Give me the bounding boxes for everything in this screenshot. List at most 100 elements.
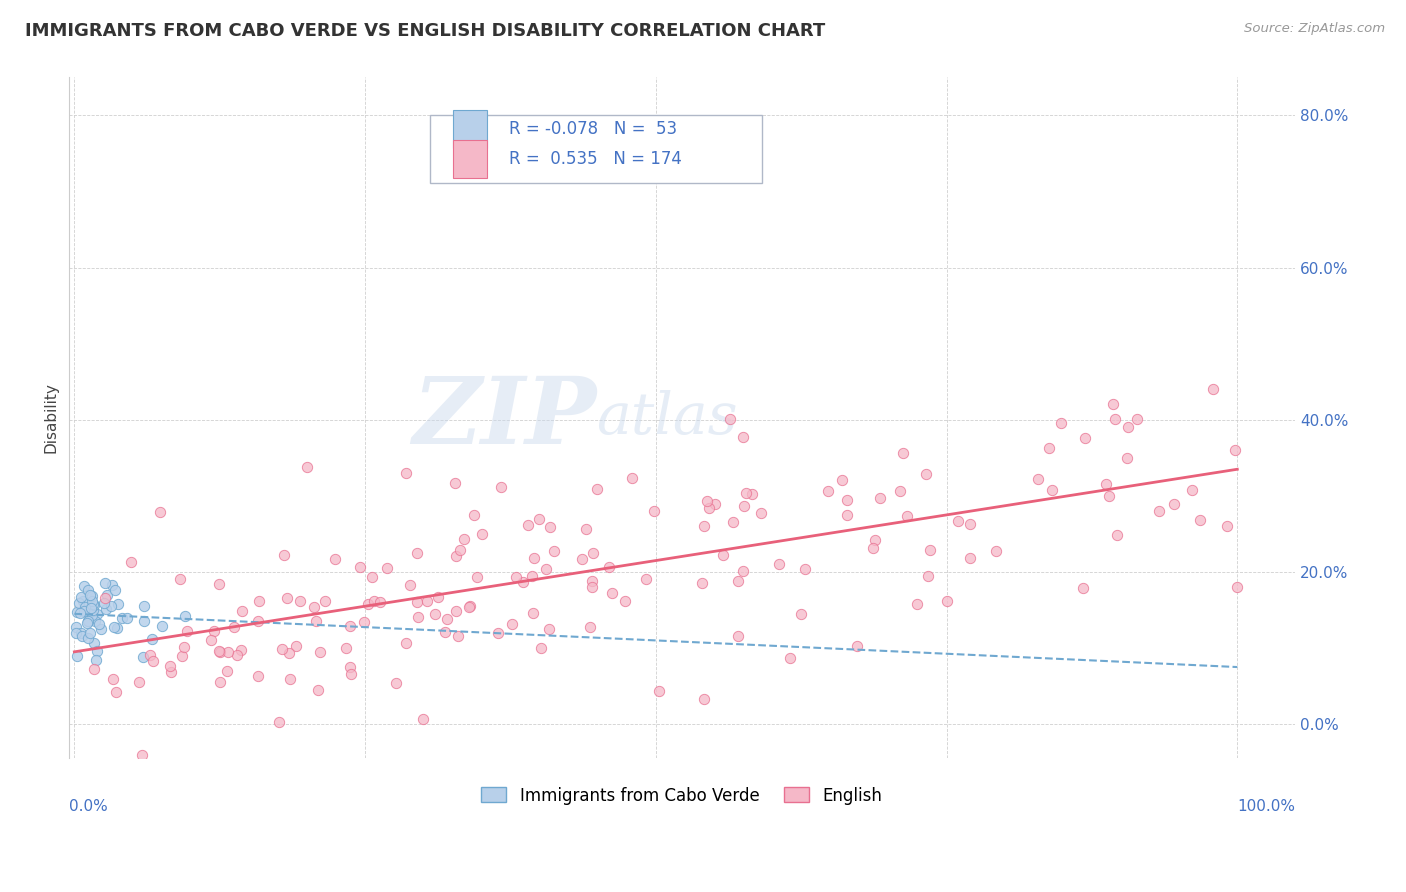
Point bbox=[77, 614, 100, 628]
Point bbox=[433, 625, 456, 640]
Point bbox=[406, 610, 429, 624]
Point bbox=[339, 618, 361, 632]
Point bbox=[733, 500, 755, 514]
Point bbox=[278, 646, 301, 660]
Point bbox=[104, 582, 127, 597]
Point bbox=[290, 594, 312, 608]
Point bbox=[936, 593, 959, 607]
Point bbox=[314, 594, 336, 608]
Point bbox=[93, 597, 115, 611]
Point bbox=[356, 597, 378, 611]
Point bbox=[132, 650, 155, 665]
Point bbox=[368, 595, 391, 609]
Point bbox=[463, 508, 485, 522]
Point bbox=[835, 508, 858, 523]
Point bbox=[65, 605, 87, 619]
Point bbox=[395, 636, 418, 650]
Point bbox=[69, 606, 91, 620]
Legend: Immigrants from Cabo Verde, English: Immigrants from Cabo Verde, English bbox=[475, 780, 890, 812]
Point bbox=[174, 609, 197, 624]
Point bbox=[82, 603, 104, 617]
Point bbox=[905, 597, 928, 611]
Point bbox=[731, 564, 754, 578]
Point bbox=[505, 570, 527, 584]
Point bbox=[104, 685, 127, 699]
Point bbox=[217, 645, 239, 659]
Point bbox=[1050, 416, 1073, 430]
Point bbox=[436, 612, 458, 626]
Point bbox=[696, 494, 718, 508]
Text: R = -0.078   N =  53: R = -0.078 N = 53 bbox=[509, 120, 678, 138]
Point bbox=[172, 648, 194, 663]
Point bbox=[613, 594, 636, 608]
Text: R =  0.535   N = 174: R = 0.535 N = 174 bbox=[509, 150, 682, 168]
Point bbox=[353, 615, 375, 629]
Point bbox=[77, 614, 100, 628]
Point bbox=[543, 543, 565, 558]
Point bbox=[1038, 442, 1060, 456]
Point bbox=[208, 646, 231, 660]
Point bbox=[620, 471, 643, 485]
Point bbox=[80, 604, 103, 618]
Point bbox=[423, 607, 446, 621]
Point bbox=[537, 622, 560, 636]
Point bbox=[817, 484, 839, 499]
Point bbox=[339, 660, 361, 674]
Point bbox=[285, 639, 308, 653]
Point bbox=[215, 665, 238, 679]
Text: IMMIGRANTS FROM CABO VERDE VS ENGLISH DISABILITY CORRELATION CHART: IMMIGRANTS FROM CABO VERDE VS ENGLISH DI… bbox=[25, 22, 825, 40]
Point bbox=[444, 476, 467, 491]
Point bbox=[222, 620, 245, 634]
Point bbox=[208, 675, 231, 690]
Point bbox=[231, 604, 253, 618]
Point bbox=[276, 591, 298, 605]
Point bbox=[96, 588, 118, 602]
Point bbox=[295, 460, 318, 475]
Point bbox=[302, 600, 325, 615]
Point bbox=[458, 599, 481, 614]
Point bbox=[325, 551, 347, 566]
Point bbox=[120, 555, 142, 569]
Point bbox=[79, 588, 101, 602]
Point bbox=[361, 570, 384, 584]
Point bbox=[79, 626, 101, 640]
Point bbox=[458, 599, 481, 614]
Point bbox=[1105, 527, 1128, 541]
Point bbox=[835, 493, 858, 508]
Point bbox=[986, 543, 1008, 558]
Point bbox=[96, 602, 118, 616]
Point bbox=[83, 662, 105, 676]
Point bbox=[889, 484, 911, 499]
Point bbox=[208, 576, 231, 591]
Text: atlas: atlas bbox=[596, 390, 738, 446]
Point bbox=[76, 631, 98, 645]
Point bbox=[270, 642, 292, 657]
Point bbox=[862, 541, 884, 555]
Point bbox=[72, 593, 94, 607]
Point bbox=[335, 641, 357, 656]
Point bbox=[575, 522, 598, 536]
Point bbox=[920, 542, 942, 557]
Point bbox=[735, 485, 758, 500]
Point bbox=[768, 557, 790, 571]
Text: 0.0%: 0.0% bbox=[69, 799, 107, 814]
Point bbox=[869, 491, 891, 506]
Point bbox=[1040, 483, 1063, 497]
Point bbox=[304, 614, 326, 628]
Point bbox=[76, 583, 98, 598]
Point bbox=[600, 585, 623, 599]
Point bbox=[1149, 504, 1171, 518]
Point bbox=[107, 598, 129, 612]
Point bbox=[1163, 496, 1185, 510]
Point bbox=[202, 624, 225, 638]
Point bbox=[1116, 420, 1139, 434]
Point bbox=[150, 619, 173, 633]
Point bbox=[598, 560, 620, 574]
Point bbox=[1102, 397, 1125, 411]
Point bbox=[100, 577, 122, 591]
Point bbox=[142, 655, 165, 669]
Point bbox=[501, 617, 523, 632]
Point bbox=[416, 594, 439, 608]
Point bbox=[427, 591, 450, 605]
Point bbox=[412, 712, 434, 726]
